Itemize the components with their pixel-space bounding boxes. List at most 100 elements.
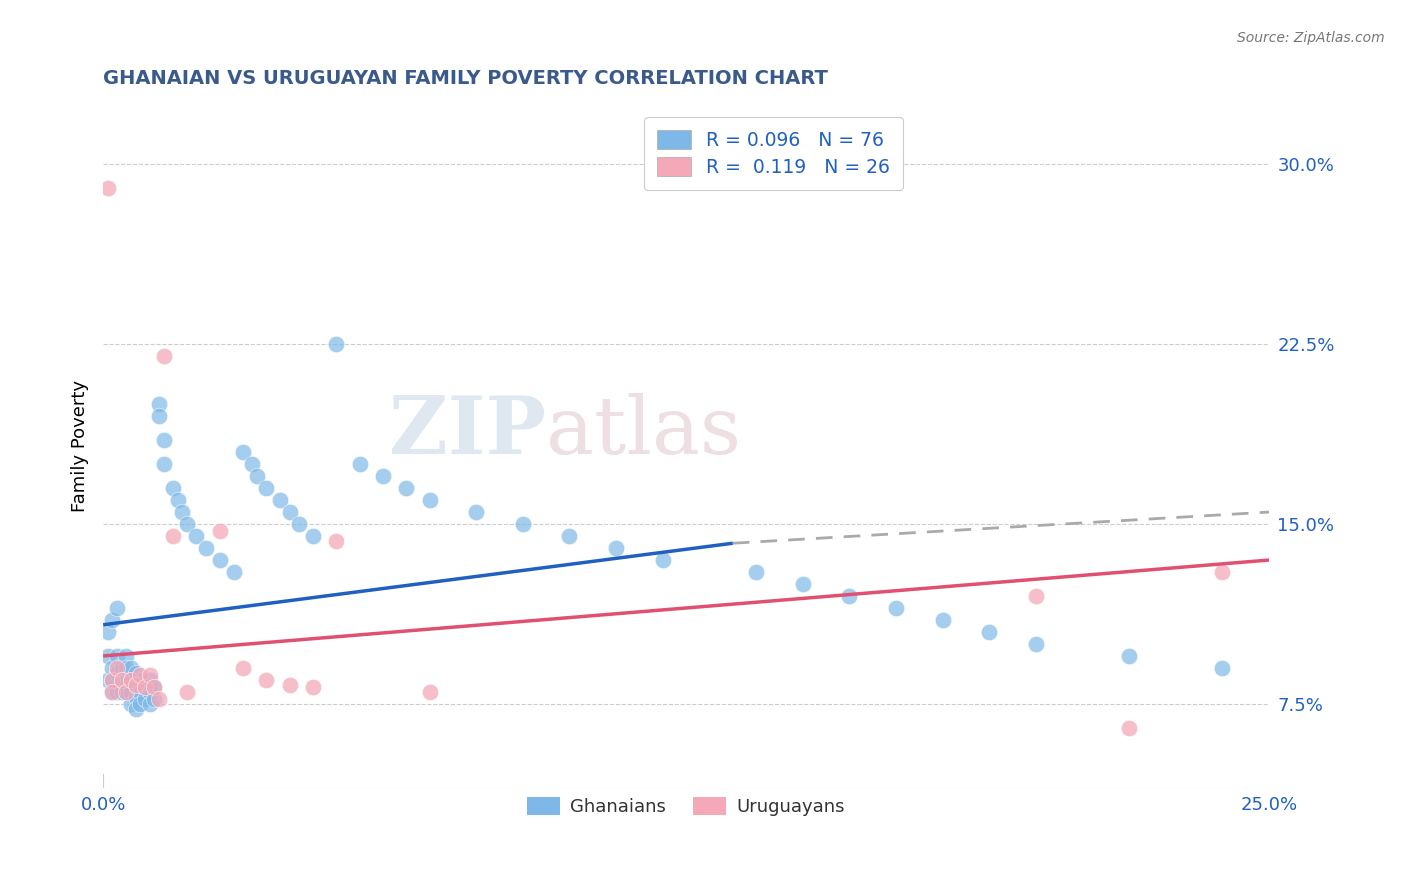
Text: atlas: atlas xyxy=(546,393,741,472)
Point xyxy=(371,469,394,483)
Point xyxy=(152,457,174,471)
Point xyxy=(166,493,188,508)
Point xyxy=(143,680,166,694)
Point xyxy=(129,673,152,687)
Point xyxy=(605,541,627,555)
Point xyxy=(148,692,170,706)
Point xyxy=(129,668,152,682)
Point xyxy=(134,680,156,694)
Point xyxy=(162,529,184,543)
Point xyxy=(115,673,138,687)
Legend: Ghanaians, Uruguayans: Ghanaians, Uruguayans xyxy=(520,789,852,823)
Point xyxy=(176,517,198,532)
Point xyxy=(162,481,184,495)
Point xyxy=(172,505,194,519)
Point xyxy=(208,524,231,539)
Point xyxy=(208,553,231,567)
Point xyxy=(97,624,120,639)
Point xyxy=(651,553,673,567)
Point xyxy=(129,697,152,711)
Point xyxy=(125,678,148,692)
Point xyxy=(125,702,148,716)
Point xyxy=(792,577,814,591)
Point xyxy=(134,692,156,706)
Point xyxy=(120,685,142,699)
Point xyxy=(465,505,488,519)
Point xyxy=(240,457,263,471)
Point xyxy=(101,661,124,675)
Point xyxy=(1025,589,1047,603)
Point xyxy=(97,181,120,195)
Text: Source: ZipAtlas.com: Source: ZipAtlas.com xyxy=(1237,31,1385,45)
Point xyxy=(278,678,301,692)
Point xyxy=(194,541,217,555)
Point xyxy=(134,680,156,694)
Point xyxy=(1211,565,1233,579)
Point xyxy=(139,673,162,687)
Point xyxy=(325,533,347,548)
Point xyxy=(152,433,174,447)
Point xyxy=(254,673,277,687)
Point xyxy=(302,680,325,694)
Point xyxy=(884,601,907,615)
Point xyxy=(278,505,301,519)
Point xyxy=(838,589,860,603)
Point xyxy=(115,685,138,699)
Point xyxy=(979,624,1001,639)
Point xyxy=(111,673,134,687)
Point xyxy=(254,481,277,495)
Point xyxy=(1211,661,1233,675)
Point xyxy=(1118,721,1140,735)
Point xyxy=(125,678,148,692)
Point xyxy=(152,349,174,363)
Point xyxy=(101,673,124,687)
Point xyxy=(97,673,120,687)
Text: ZIP: ZIP xyxy=(389,393,546,472)
Point xyxy=(349,457,371,471)
Point xyxy=(101,685,124,699)
Point xyxy=(129,685,152,699)
Point xyxy=(222,565,245,579)
Point xyxy=(125,665,148,680)
Point xyxy=(139,685,162,699)
Point xyxy=(120,697,142,711)
Point xyxy=(105,665,128,680)
Point xyxy=(232,661,254,675)
Point xyxy=(1025,637,1047,651)
Point xyxy=(148,409,170,424)
Point xyxy=(269,493,291,508)
Point xyxy=(419,493,441,508)
Point xyxy=(120,673,142,687)
Point xyxy=(105,685,128,699)
Point xyxy=(232,445,254,459)
Point xyxy=(288,517,311,532)
Point xyxy=(105,601,128,615)
Point xyxy=(143,692,166,706)
Point xyxy=(115,685,138,699)
Point xyxy=(115,661,138,675)
Point xyxy=(101,673,124,687)
Point xyxy=(745,565,768,579)
Point xyxy=(101,685,124,699)
Point xyxy=(176,685,198,699)
Point xyxy=(97,648,120,663)
Point xyxy=(111,673,134,687)
Point xyxy=(931,613,953,627)
Point xyxy=(395,481,418,495)
Point xyxy=(111,685,134,699)
Point xyxy=(139,697,162,711)
Point xyxy=(120,673,142,687)
Point xyxy=(246,469,269,483)
Point xyxy=(125,690,148,704)
Point xyxy=(139,668,162,682)
Point xyxy=(419,685,441,699)
Point xyxy=(101,613,124,627)
Point xyxy=(111,661,134,675)
Point xyxy=(115,648,138,663)
Point xyxy=(512,517,534,532)
Point xyxy=(148,397,170,411)
Point xyxy=(302,529,325,543)
Point xyxy=(325,337,347,351)
Point xyxy=(105,661,128,675)
Y-axis label: Family Poverty: Family Poverty xyxy=(72,380,89,512)
